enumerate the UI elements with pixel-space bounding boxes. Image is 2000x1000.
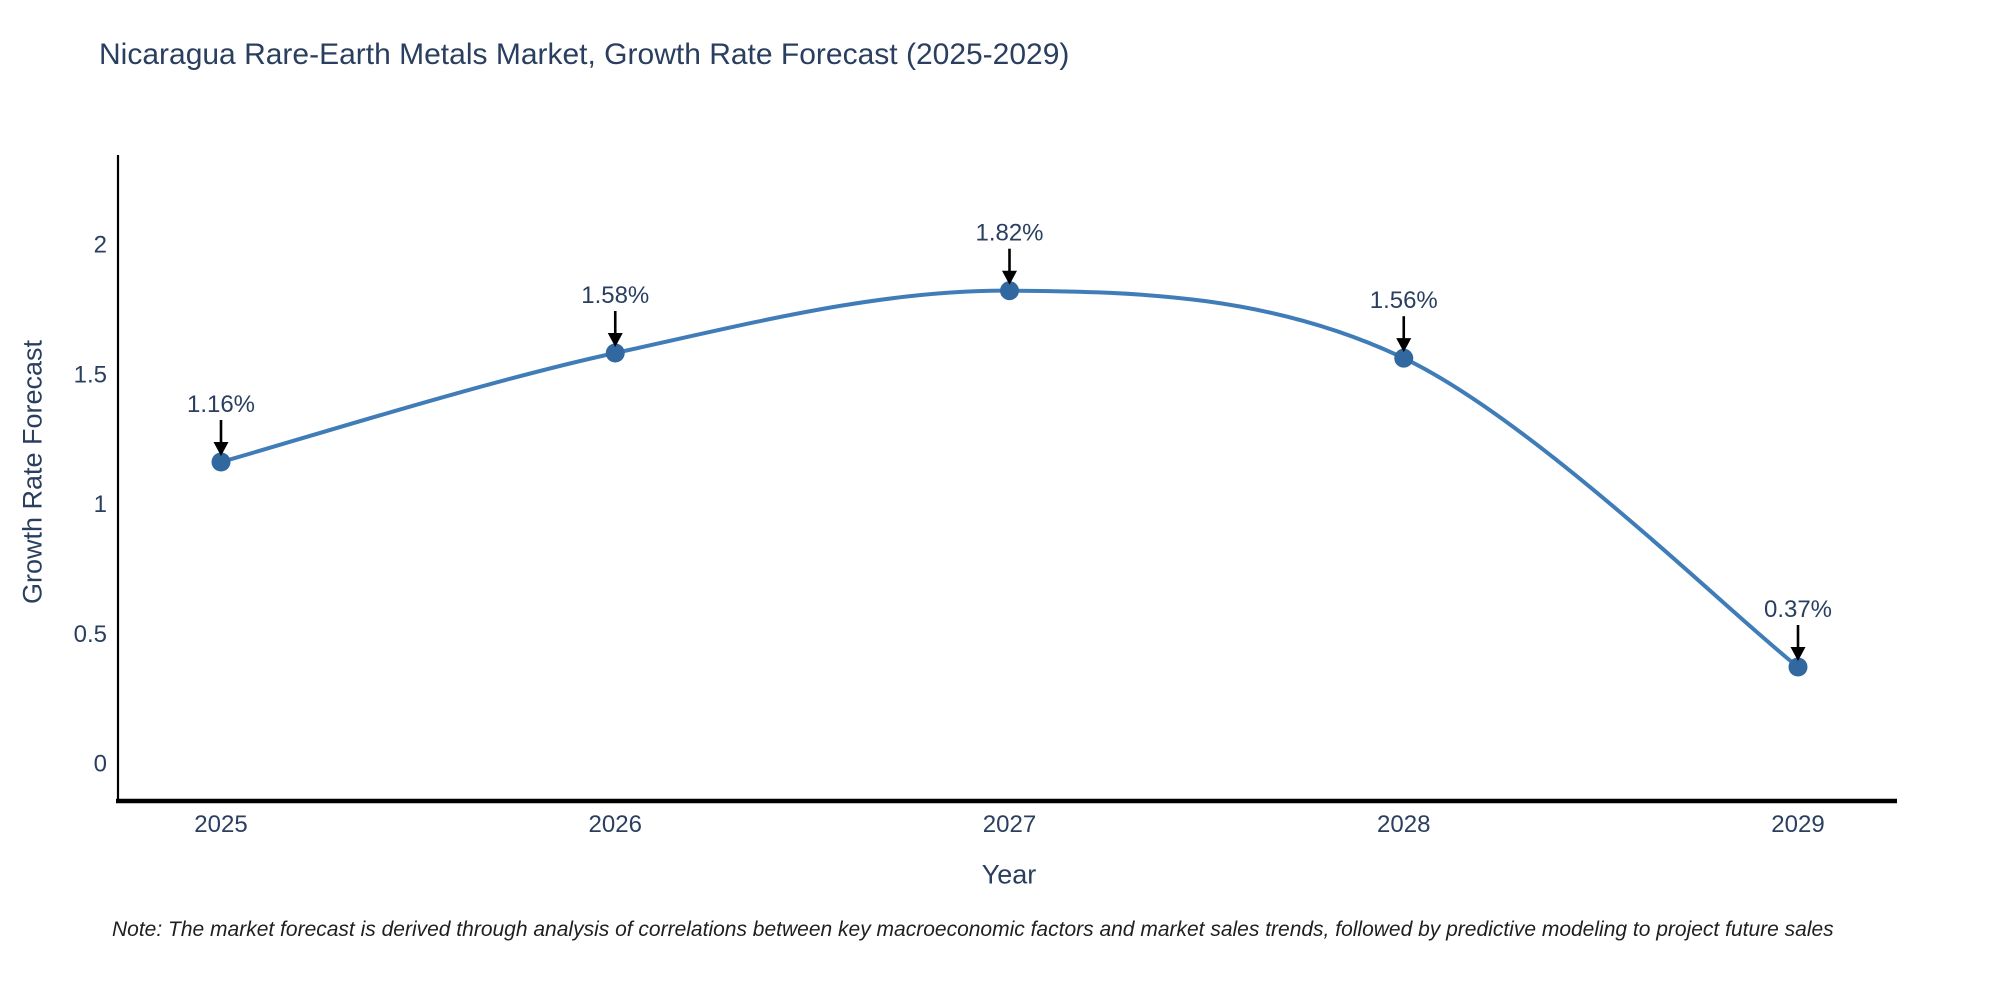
data-point-marker-2027[interactable]: [1000, 281, 1019, 301]
x-tick-label: 2027: [983, 811, 1036, 838]
forecast-line: [219, 288, 1800, 669]
annotation-arrowhead: [213, 441, 229, 456]
x-tick-label: 2026: [589, 811, 642, 838]
x-tick-label: 2028: [1377, 811, 1430, 838]
data-point-label: 1.82%: [975, 220, 1043, 247]
data-point-label: 1.58%: [581, 282, 649, 309]
y-tick-label: 1.5: [74, 361, 107, 388]
data-point-marker-2029[interactable]: [1788, 657, 1808, 677]
data-point-label: 1.16%: [187, 391, 255, 418]
y-tick-label: 2: [94, 232, 107, 259]
x-axis-title: Year: [981, 859, 1037, 890]
y-tick-label: 0.5: [74, 621, 107, 648]
annotation-arrowhead: [1396, 338, 1412, 353]
annotation-arrowhead: [1002, 270, 1017, 285]
chart-title: Nicaragua Rare-Earth Metals Market, Grow…: [99, 38, 1070, 71]
x-tick-label: 2025: [194, 811, 247, 838]
y-tick-label: 1: [94, 491, 107, 518]
footnote: Note: The market forecast is derived thr…: [112, 918, 1834, 941]
annotation-arrowhead: [1790, 646, 1806, 661]
y-tick-label: 0: [94, 751, 107, 778]
data-point-label: 0.37%: [1764, 596, 1832, 623]
data-point-label: 1.56%: [1370, 287, 1438, 314]
data-point-marker-2025[interactable]: [211, 452, 231, 472]
x-tick-label: 2029: [1771, 811, 1824, 838]
data-point-marker-2028[interactable]: [1394, 348, 1414, 368]
data-point-marker-2026[interactable]: [605, 343, 625, 363]
annotation-arrowhead: [607, 332, 623, 347]
